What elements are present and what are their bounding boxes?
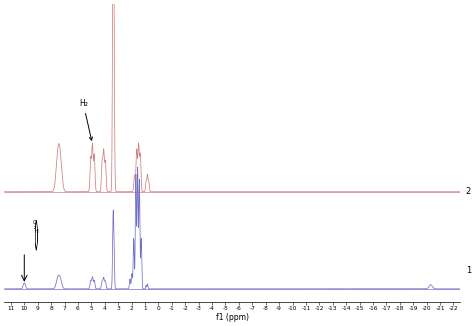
Text: H₂: H₂ bbox=[79, 99, 92, 140]
Text: 1: 1 bbox=[465, 266, 471, 275]
Text: O: O bbox=[33, 220, 36, 225]
Text: 2: 2 bbox=[465, 187, 471, 196]
X-axis label: f1 (ppm): f1 (ppm) bbox=[216, 313, 249, 322]
Text: H: H bbox=[35, 229, 38, 234]
